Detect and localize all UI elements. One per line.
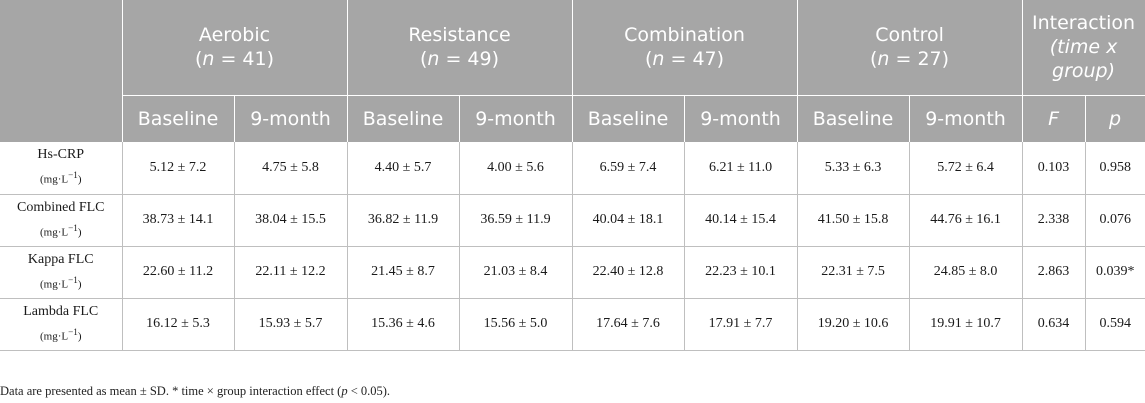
subheader-p: p: [1085, 95, 1145, 142]
table-header: Aerobic (n = 41) Resistance (n = 49) Com…: [0, 0, 1145, 142]
f-cell: 2.338: [1022, 194, 1086, 247]
group-header-combination: Combination (n = 47): [572, 0, 798, 96]
group-n: (n = 27): [870, 48, 950, 71]
value-cell: 15.93 ± 5.7: [234, 298, 348, 351]
corner-cell: [0, 0, 123, 95]
p-cell: 0.076: [1085, 194, 1145, 247]
value-cell: 38.04 ± 15.5: [234, 194, 348, 247]
group-header-interaction: Interaction (time x group): [1022, 0, 1145, 96]
row-label: Kappa FLC (mg·L−1): [0, 246, 123, 299]
table-row: Combined FLC (mg·L−1) 38.73 ± 14.1 38.04 …: [0, 194, 1145, 247]
value-cell: 4.00 ± 5.6: [459, 142, 573, 195]
f-cell: 0.634: [1022, 298, 1086, 351]
subheader-9-month: 9-month: [909, 95, 1023, 142]
subheader-baseline: Baseline: [347, 95, 460, 142]
value-cell: 40.04 ± 18.1: [572, 194, 685, 247]
value-cell: 22.31 ± 7.5: [797, 246, 910, 299]
subheader-row: Baseline 9-month Baseline 9-month Baseli…: [0, 95, 1145, 142]
value-cell: 5.12 ± 7.2: [122, 142, 235, 195]
table-row: Hs-CRP (mg·L−1) 5.12 ± 7.2 4.75 ± 5.8 4.4…: [0, 142, 1145, 195]
value-cell: 4.75 ± 5.8: [234, 142, 348, 195]
group-name: Resistance: [408, 24, 511, 47]
value-cell: 22.11 ± 12.2: [234, 246, 348, 299]
interaction-line1: Interaction: [1031, 12, 1136, 35]
results-table: Aerobic (n = 41) Resistance (n = 49) Com…: [0, 0, 1145, 351]
value-cell: 36.59 ± 11.9: [459, 194, 573, 247]
group-header-aerobic: Aerobic (n = 41): [122, 0, 348, 96]
group-header-row: Aerobic (n = 41) Resistance (n = 49) Com…: [0, 0, 1145, 96]
value-cell: 40.14 ± 15.4: [684, 194, 798, 247]
row-label: Hs-CRP (mg·L−1): [0, 142, 123, 195]
value-cell: 24.85 ± 8.0: [909, 246, 1023, 299]
f-cell: 2.863: [1022, 246, 1086, 299]
value-cell: 22.23 ± 10.1: [684, 246, 798, 299]
p-cell: 0.594: [1085, 298, 1145, 351]
value-cell: 16.12 ± 5.3: [122, 298, 235, 351]
value-cell: 41.50 ± 15.8: [797, 194, 910, 247]
group-n: (n = 41): [194, 48, 275, 71]
corner-cell: [0, 95, 123, 142]
subheader-baseline: Baseline: [572, 95, 685, 142]
table-row: Kappa FLC (mg·L−1) 22.60 ± 11.2 22.11 ± 1…: [0, 246, 1145, 299]
value-cell: 22.40 ± 12.8: [572, 246, 685, 299]
subheader-9-month: 9-month: [459, 95, 573, 142]
subheader-f: F: [1022, 95, 1086, 142]
table-footnote: Data are presented as mean ± SD. * time …: [0, 384, 391, 398]
interaction-line3: group): [1052, 60, 1116, 83]
interaction-line2: (time x: [1049, 36, 1118, 59]
value-cell: 6.59 ± 7.4: [572, 142, 685, 195]
table-row: Lambda FLC (mg·L−1) 16.12 ± 5.3 15.93 ± 5…: [0, 298, 1145, 351]
value-cell: 5.72 ± 6.4: [909, 142, 1023, 195]
group-name: Combination: [624, 24, 745, 47]
group-header-resistance: Resistance (n = 49): [347, 0, 573, 96]
subheader-baseline: Baseline: [122, 95, 235, 142]
group-header-control: Control (n = 27): [797, 0, 1023, 96]
value-cell: 19.91 ± 10.7: [909, 298, 1023, 351]
value-cell: 22.60 ± 11.2: [122, 246, 235, 299]
group-n: (n = 47): [644, 48, 725, 71]
value-cell: 15.56 ± 5.0: [459, 298, 573, 351]
subheader-9-month: 9-month: [684, 95, 798, 142]
value-cell: 19.20 ± 10.6: [797, 298, 910, 351]
value-cell: 4.40 ± 5.7: [347, 142, 460, 195]
value-cell: 44.76 ± 16.1: [909, 194, 1023, 247]
subheader-baseline: Baseline: [797, 95, 910, 142]
row-label: Lambda FLC (mg·L−1): [0, 298, 123, 351]
group-name: Control: [875, 24, 944, 47]
p-cell: 0.039*: [1085, 246, 1145, 299]
group-n: (n = 49): [419, 48, 500, 71]
value-cell: 36.82 ± 11.9: [347, 194, 460, 247]
value-cell: 21.03 ± 8.4: [459, 246, 573, 299]
p-cell: 0.958: [1085, 142, 1145, 195]
value-cell: 15.36 ± 4.6: [347, 298, 460, 351]
subheader-9-month: 9-month: [234, 95, 348, 142]
value-cell: 17.64 ± 7.6: [572, 298, 685, 351]
value-cell: 5.33 ± 6.3: [797, 142, 910, 195]
value-cell: 17.91 ± 7.7: [684, 298, 798, 351]
row-label: Combined FLC (mg·L−1): [0, 194, 123, 247]
value-cell: 21.45 ± 8.7: [347, 246, 460, 299]
value-cell: 38.73 ± 14.1: [122, 194, 235, 247]
f-cell: 0.103: [1022, 142, 1086, 195]
group-name: Aerobic: [198, 24, 271, 47]
table-body: Hs-CRP (mg·L−1) 5.12 ± 7.2 4.75 ± 5.8 4.4…: [0, 142, 1145, 351]
value-cell: 6.21 ± 11.0: [684, 142, 798, 195]
